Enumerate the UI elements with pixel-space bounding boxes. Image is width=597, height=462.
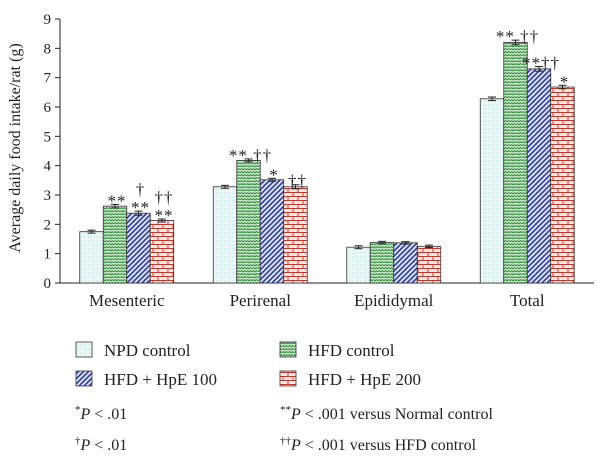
series-hfd-hpe-200 <box>149 84 575 284</box>
y-axis-label: Average daily food intake/rat (g) <box>7 43 24 252</box>
significance-note: †P < .01 <box>75 435 127 454</box>
bar <box>416 245 442 284</box>
legend-label: HFD + HpE 200 <box>308 370 421 389</box>
y-tick-label: 2 <box>44 217 52 233</box>
y-tick-label: 5 <box>44 129 52 145</box>
bar <box>346 246 371 284</box>
error-bar <box>268 177 276 182</box>
significance-note: **P < .001 versus Normal control <box>280 404 493 423</box>
note-symbol: †† <box>280 435 292 447</box>
bar <box>393 242 418 284</box>
significance-marker: †† <box>288 172 307 191</box>
significance-marker: ** †† <box>229 146 272 165</box>
bar <box>212 186 238 284</box>
significance-marker: ** <box>131 198 150 217</box>
error-bar <box>425 244 433 249</box>
error-bar <box>111 203 119 209</box>
bars <box>79 39 575 284</box>
bar <box>236 159 261 284</box>
significance-note: ††P < .001 versus HFD control <box>280 435 477 454</box>
error-bar <box>401 241 410 245</box>
error-bar <box>291 184 300 190</box>
series-npd-control <box>79 96 505 284</box>
error-bar <box>158 218 166 223</box>
significance-note: *P < .01 <box>75 404 127 423</box>
bar <box>503 42 528 284</box>
note-text: P <box>290 406 301 423</box>
bar <box>369 242 395 284</box>
bar <box>283 186 308 284</box>
note-condition: < .01 <box>90 437 127 454</box>
x-category-label: Mesenteric <box>89 291 165 310</box>
bar <box>149 220 175 284</box>
legend: NPD control HFD control HFD + HpE 100 HFD +… <box>75 341 421 389</box>
bar <box>259 179 285 284</box>
series-hfd-control <box>102 39 528 284</box>
note-text: P <box>80 406 91 423</box>
legend-swatch <box>279 341 297 358</box>
legend-item: HFD control <box>279 341 395 360</box>
y-tick-label: 6 <box>44 100 52 116</box>
y-tick-label: 4 <box>44 159 52 175</box>
note-condition: < .001 versus HFD control <box>301 437 477 454</box>
axes: 0 1 2 3 4 5 6 7 8 9 Mesenteric Perirenal Epididymal T… <box>44 12 594 310</box>
error-bar <box>221 184 229 189</box>
legend-item: NPD control <box>75 341 191 360</box>
significance-notes: *P < .01 **P < .001 versus Normal control… <box>75 404 493 454</box>
note-condition: < .01 <box>90 406 127 423</box>
error-bar <box>511 39 520 46</box>
y-tick-label: 8 <box>44 41 52 57</box>
y-tick-label: 3 <box>44 188 52 204</box>
error-bar <box>354 245 363 250</box>
bar <box>126 212 151 284</box>
y-axis-title: Average daily food intake/rat (g) <box>7 43 24 252</box>
error-bar <box>87 229 96 234</box>
significance-marker: ** †† <box>496 27 539 46</box>
significance-marker: †† <box>155 188 174 207</box>
y-tick-label: 0 <box>44 276 52 292</box>
x-category-label: Total <box>510 291 545 310</box>
note-symbol: ** <box>280 404 291 416</box>
legend-swatch <box>279 370 297 387</box>
error-bar <box>558 84 567 90</box>
note-text: P <box>290 437 301 454</box>
error-bar <box>244 158 253 163</box>
legend-label: HFD control <box>308 341 395 360</box>
significance-marker: ** <box>108 191 127 210</box>
significance-marker: * <box>269 165 279 184</box>
bar <box>479 98 505 284</box>
error-bar <box>378 240 386 245</box>
legend-item: HFD + HpE 100 <box>75 370 217 389</box>
series-hfd-hpe-100 <box>126 66 552 284</box>
note-condition: < .001 versus Normal control <box>301 406 494 423</box>
x-category-label: Epididymal <box>354 291 434 310</box>
bar <box>102 205 128 284</box>
legend-item: HFD + HpE 200 <box>279 370 421 389</box>
bar <box>526 68 552 284</box>
error-bar <box>535 66 543 72</box>
significance-marker: * <box>560 72 570 91</box>
significance-marker: **†† <box>522 54 560 73</box>
legend-label: HFD + HpE 100 <box>104 370 217 389</box>
y-tick-label: 9 <box>44 12 52 28</box>
significance-marker: ** <box>155 206 174 225</box>
x-category-label: Perirenal <box>230 291 292 310</box>
significance-markers: **†**††**** ††* ††** ††**††* <box>108 27 570 225</box>
error-bar <box>134 210 143 216</box>
legend-swatch <box>75 341 93 358</box>
y-tick-label: 7 <box>44 71 52 87</box>
note-symbol: * <box>75 404 81 416</box>
significance-marker: † <box>136 180 146 199</box>
legend-swatch <box>75 370 93 387</box>
error-bar <box>488 96 496 102</box>
bar <box>550 86 575 284</box>
bar <box>79 231 104 284</box>
note-text: P <box>80 437 91 454</box>
legend-label: NPD control <box>104 341 191 360</box>
note-symbol: † <box>75 435 81 447</box>
y-tick-label: 1 <box>44 247 52 263</box>
